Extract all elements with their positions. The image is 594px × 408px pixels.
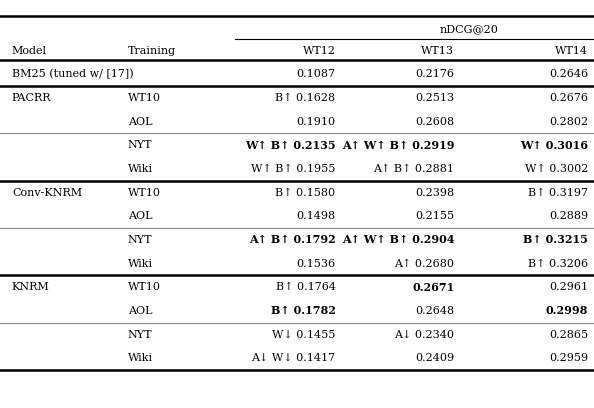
Text: B↑ 0.3206: B↑ 0.3206 [528, 259, 588, 268]
Text: A↑ B↑ 0.1792: A↑ B↑ 0.1792 [249, 235, 336, 246]
Text: 0.2671: 0.2671 [412, 282, 454, 293]
Text: W↑ 0.3002: W↑ 0.3002 [525, 164, 588, 174]
Text: KNRM: KNRM [12, 282, 50, 292]
Text: WT14: WT14 [555, 46, 588, 55]
Text: A↑ B↑ 0.2881: A↑ B↑ 0.2881 [374, 164, 454, 174]
Text: 0.1498: 0.1498 [296, 211, 336, 221]
Text: 0.2998: 0.2998 [546, 306, 588, 317]
Text: NYT: NYT [128, 140, 152, 150]
Text: B↑ 0.1628: B↑ 0.1628 [276, 93, 336, 103]
Text: B↑ 0.1782: B↑ 0.1782 [271, 306, 336, 317]
Text: PACRR: PACRR [12, 93, 51, 103]
Text: 0.2802: 0.2802 [549, 117, 588, 126]
Text: W↑ B↑ 0.2135: W↑ B↑ 0.2135 [245, 140, 336, 151]
Text: Wiki: Wiki [128, 353, 153, 363]
Text: 0.2398: 0.2398 [415, 188, 454, 197]
Text: 0.2676: 0.2676 [549, 93, 588, 103]
Text: WT10: WT10 [128, 282, 161, 292]
Text: 0.1910: 0.1910 [296, 117, 336, 126]
Text: B↑ 0.3197: B↑ 0.3197 [528, 188, 588, 197]
Text: 0.1536: 0.1536 [296, 259, 336, 268]
Text: NYT: NYT [128, 330, 152, 339]
Text: WT10: WT10 [128, 93, 161, 103]
Text: B↑ 0.1580: B↑ 0.1580 [276, 188, 336, 197]
Text: W↓ 0.1455: W↓ 0.1455 [272, 330, 336, 339]
Text: B↑ 0.1764: B↑ 0.1764 [276, 282, 336, 292]
Text: 0.1087: 0.1087 [296, 69, 336, 79]
Text: WT10: WT10 [128, 188, 161, 197]
Text: 0.2513: 0.2513 [415, 93, 454, 103]
Text: A↓ 0.2340: A↓ 0.2340 [394, 330, 454, 339]
Text: B↑ 0.3215: B↑ 0.3215 [523, 235, 588, 246]
Text: Wiki: Wiki [128, 164, 153, 174]
Text: A↑ 0.2680: A↑ 0.2680 [394, 259, 454, 268]
Text: WT12: WT12 [302, 46, 336, 55]
Text: 0.2646: 0.2646 [549, 69, 588, 79]
Text: 0.2961: 0.2961 [549, 282, 588, 292]
Text: A↓ W↓ 0.1417: A↓ W↓ 0.1417 [251, 353, 336, 363]
Text: W↑ 0.3016: W↑ 0.3016 [520, 140, 588, 151]
Text: 0.2155: 0.2155 [415, 211, 454, 221]
Text: Training: Training [128, 46, 176, 55]
Text: A↑ W↑ B↑ 0.2919: A↑ W↑ B↑ 0.2919 [342, 140, 454, 151]
Text: NYT: NYT [128, 235, 152, 245]
Text: AOL: AOL [128, 117, 152, 126]
Text: 0.2409: 0.2409 [415, 353, 454, 363]
Text: A↑ W↑ B↑ 0.2904: A↑ W↑ B↑ 0.2904 [342, 235, 454, 246]
Text: 0.2648: 0.2648 [415, 306, 454, 316]
Text: 0.2959: 0.2959 [549, 353, 588, 363]
Text: Conv-KNRM: Conv-KNRM [12, 188, 82, 197]
Text: 0.2865: 0.2865 [549, 330, 588, 339]
Text: AOL: AOL [128, 211, 152, 221]
Text: Model: Model [12, 46, 47, 55]
Text: 0.2176: 0.2176 [415, 69, 454, 79]
Text: 0.2889: 0.2889 [549, 211, 588, 221]
Text: BM25 (tuned w/ [17]): BM25 (tuned w/ [17]) [12, 69, 134, 80]
Text: Wiki: Wiki [128, 259, 153, 268]
Text: WT13: WT13 [421, 46, 454, 55]
Text: nDCG@20: nDCG@20 [440, 24, 499, 34]
Text: W↑ B↑ 0.1955: W↑ B↑ 0.1955 [251, 164, 336, 174]
Text: AOL: AOL [128, 306, 152, 316]
Text: 0.2608: 0.2608 [415, 117, 454, 126]
